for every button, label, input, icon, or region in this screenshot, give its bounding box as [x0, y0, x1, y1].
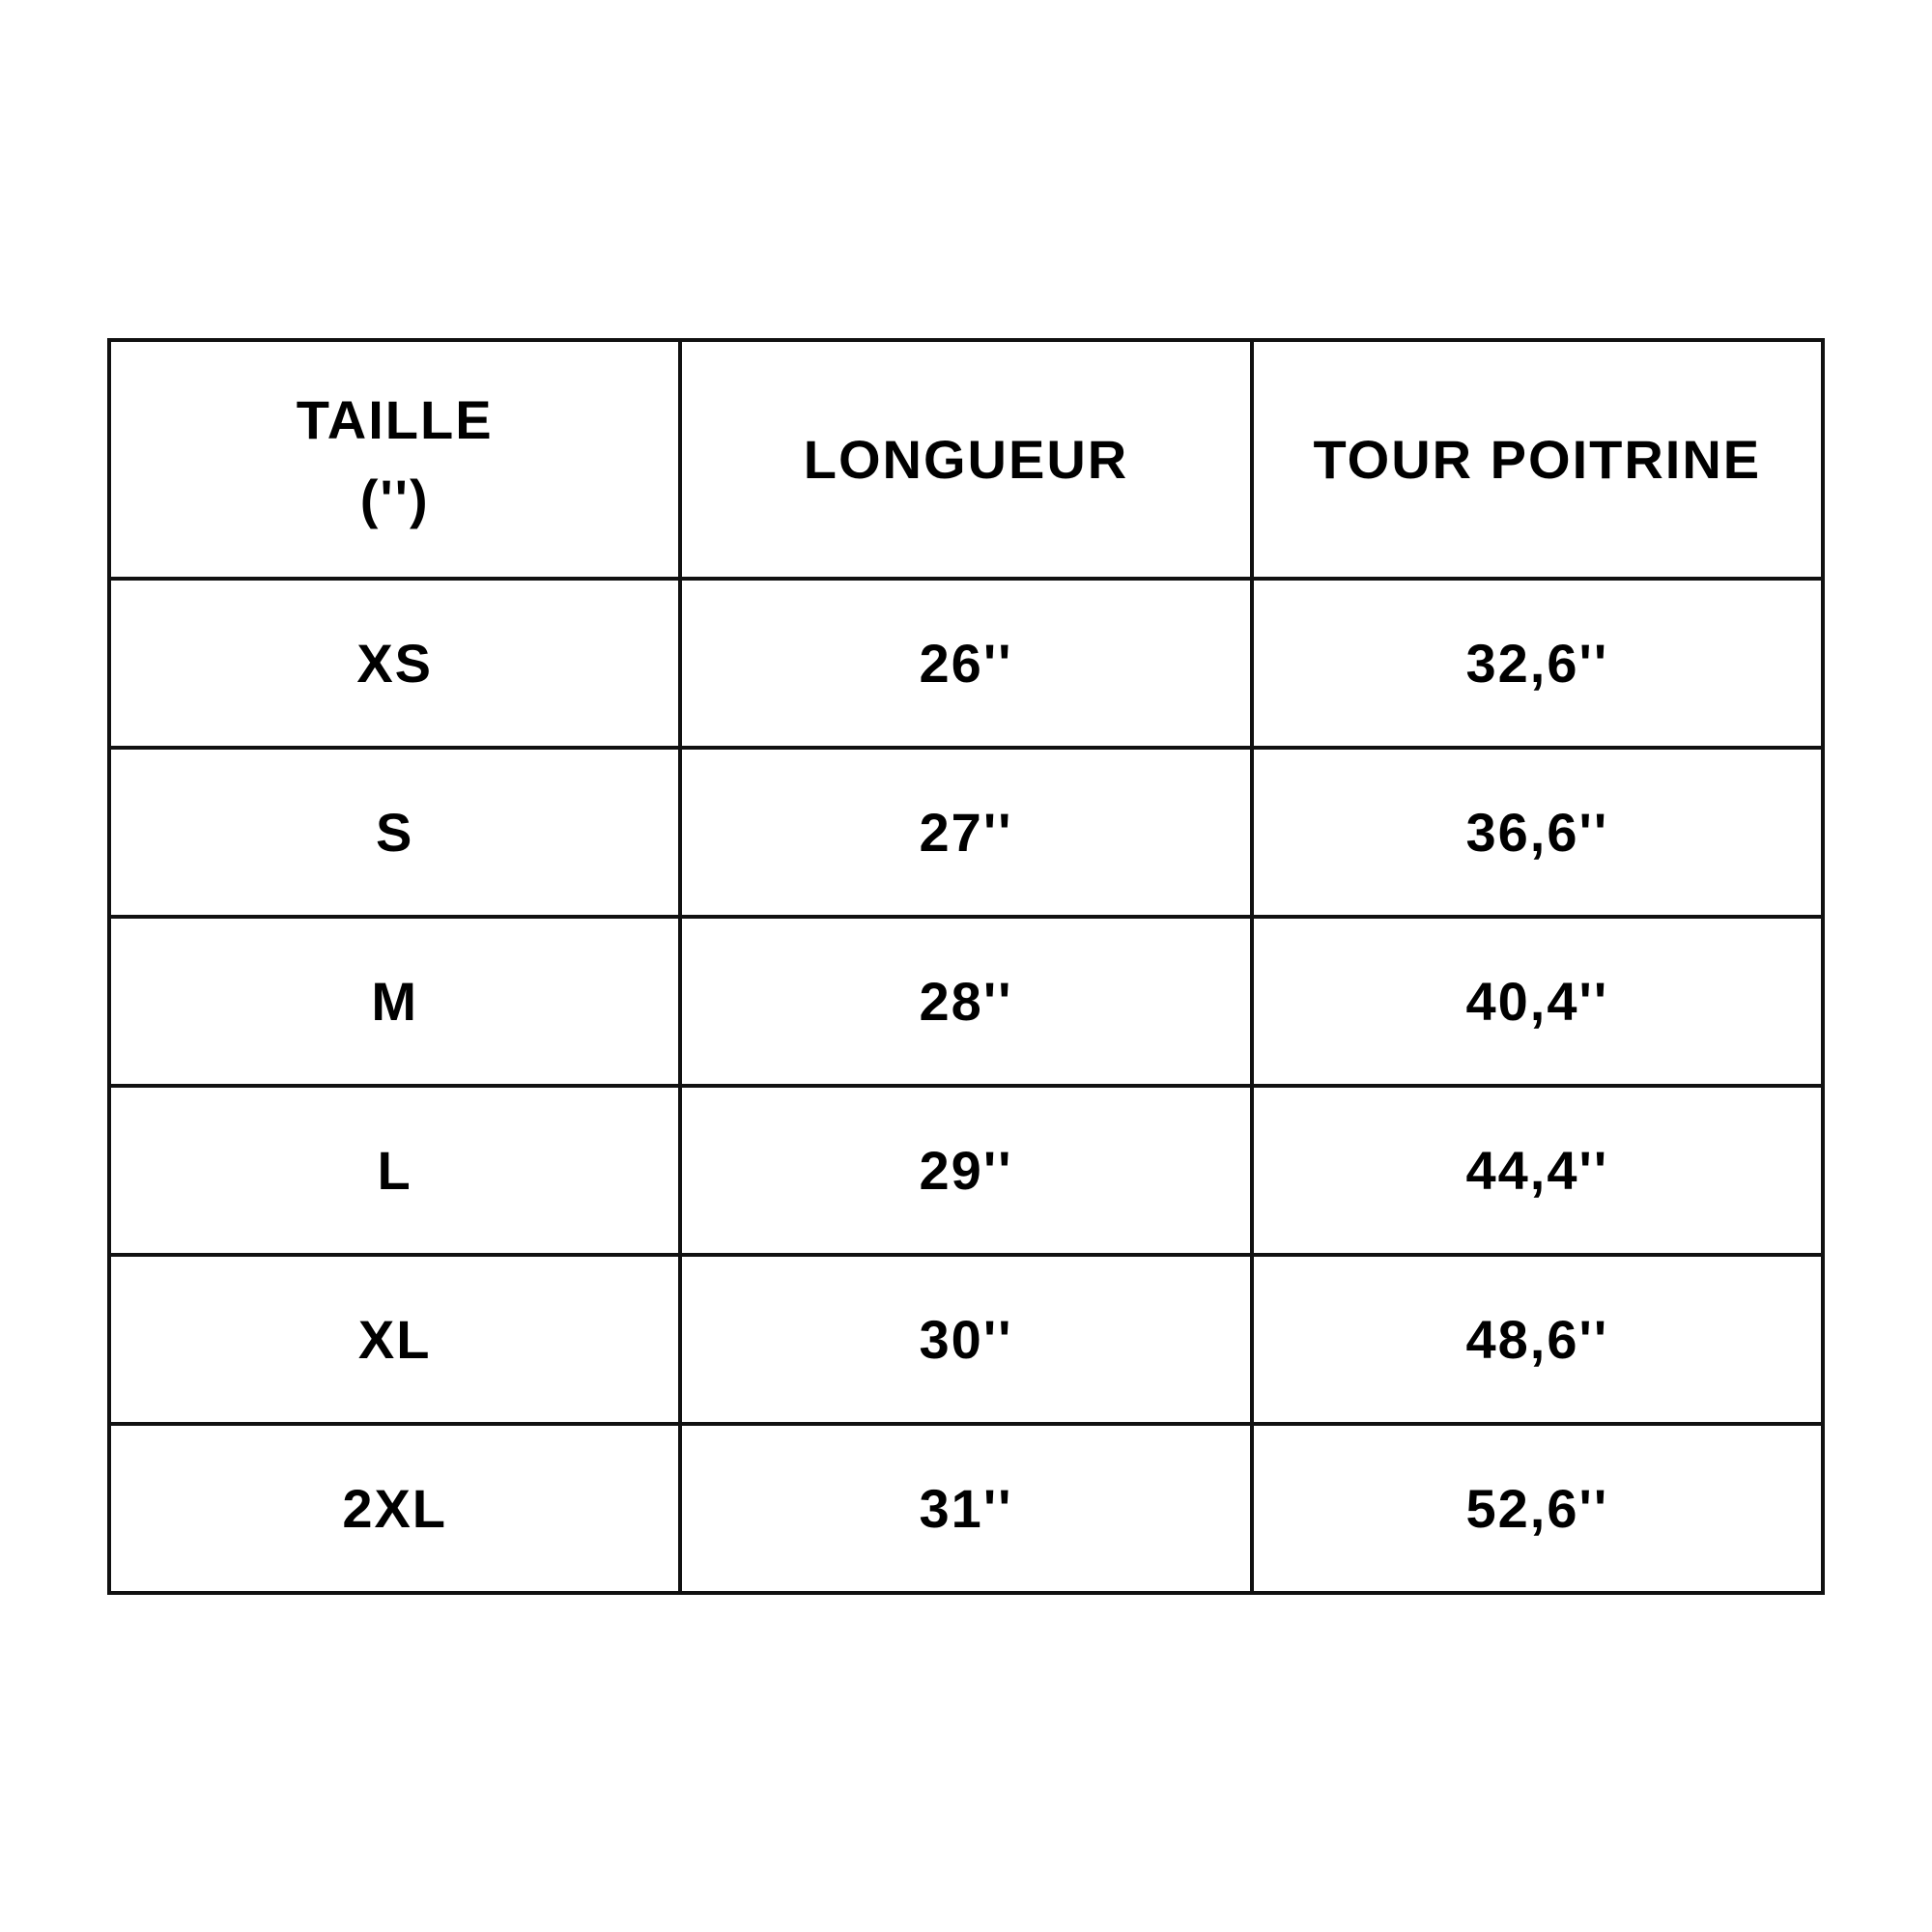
size-cell: M	[106, 915, 683, 1088]
header-row: TAILLE ('') LONGUEUR TOUR POITRINE	[106, 338, 1826, 581]
chest-cell: 44,4''	[1249, 1084, 1826, 1257]
table-row: S 27'' 36,6''	[106, 746, 1826, 919]
header-taille-unit: ('')	[359, 468, 430, 529]
header-taille: TAILLE ('')	[106, 338, 683, 581]
header-tour-poitrine: TOUR POITRINE	[1249, 338, 1826, 581]
chest-cell: 48,6''	[1249, 1253, 1826, 1426]
table-row: L 29'' 44,4''	[106, 1084, 1826, 1257]
length-cell: 30''	[678, 1253, 1254, 1426]
header-taille-label: TAILLE	[296, 389, 494, 451]
length-cell: 31''	[678, 1422, 1254, 1595]
length-cell: 29''	[678, 1084, 1254, 1257]
size-cell: 2XL	[106, 1422, 683, 1595]
chest-cell: 36,6''	[1249, 746, 1826, 919]
table-row: XS 26'' 32,6''	[106, 577, 1826, 750]
size-chart-table: TAILLE ('') LONGUEUR TOUR POITRINE XS 26'…	[106, 338, 1826, 1595]
header-longueur: LONGUEUR	[678, 338, 1254, 581]
table-row: XL 30'' 48,6''	[106, 1253, 1826, 1426]
size-cell: S	[106, 746, 683, 919]
length-cell: 27''	[678, 746, 1254, 919]
chest-cell: 32,6''	[1249, 577, 1826, 750]
table-row: 2XL 31'' 52,6''	[106, 1422, 1826, 1595]
size-cell: XS	[106, 577, 683, 750]
chest-cell: 52,6''	[1249, 1422, 1826, 1595]
size-cell: XL	[106, 1253, 683, 1426]
chest-cell: 40,4''	[1249, 915, 1826, 1088]
size-cell: L	[106, 1084, 683, 1257]
table-row: M 28'' 40,4''	[106, 915, 1826, 1088]
length-cell: 26''	[678, 577, 1254, 750]
length-cell: 28''	[678, 915, 1254, 1088]
